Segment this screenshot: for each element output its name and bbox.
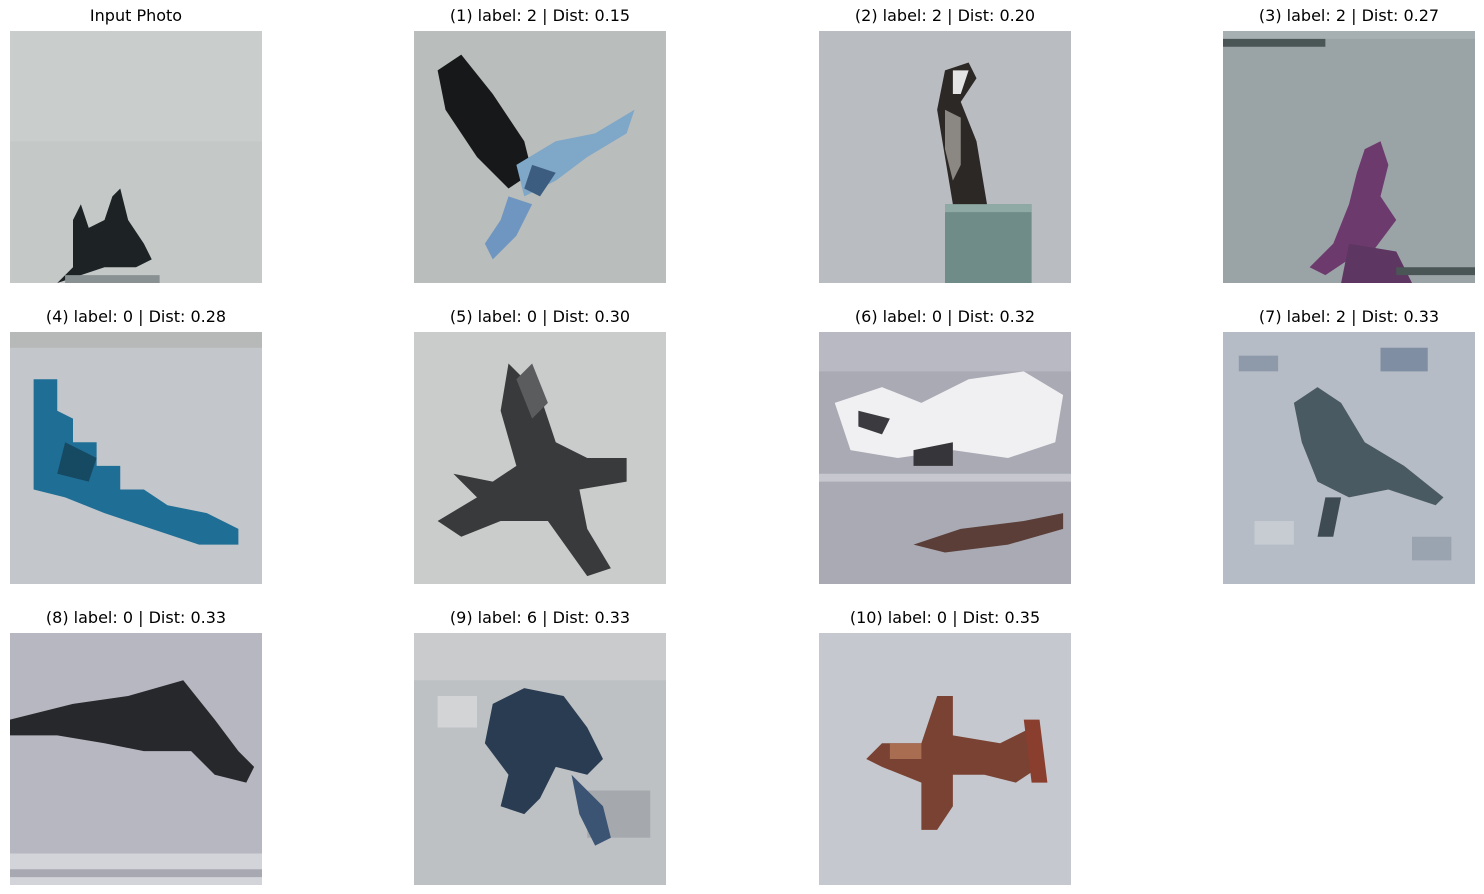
result-6-image: [819, 332, 1071, 584]
result-10-image: [819, 633, 1071, 885]
result-3-image: [1223, 31, 1475, 283]
panel-title: (4) label: 0 | Dist: 0.28: [45, 307, 227, 326]
result-8-image: [10, 633, 262, 885]
panel-title: Input Photo: [89, 6, 183, 25]
result-9-image: [414, 633, 666, 885]
panel-title: (9) label: 6 | Dist: 0.33: [449, 608, 631, 627]
result-7-image: [1223, 332, 1475, 584]
panel-title: (5) label: 0 | Dist: 0.30: [449, 307, 631, 326]
panel-title: (6) label: 0 | Dist: 0.32: [854, 307, 1036, 326]
result-5-image: [414, 332, 666, 584]
result-4-image: [10, 332, 262, 584]
panel-title: (7) label: 2 | Dist: 0.33: [1258, 307, 1440, 326]
panel-title: (2) label: 2 | Dist: 0.20: [854, 6, 1036, 25]
panel-title: (3) label: 2 | Dist: 0.27: [1258, 6, 1440, 25]
result-1-image: [414, 31, 666, 283]
input-photo-image: [10, 31, 262, 283]
result-2-image: [819, 31, 1071, 283]
panel-title: (10) label: 0 | Dist: 0.35: [849, 608, 1041, 627]
panel-title: (8) label: 0 | Dist: 0.33: [45, 608, 227, 627]
panel-title: (1) label: 2 | Dist: 0.15: [449, 6, 631, 25]
